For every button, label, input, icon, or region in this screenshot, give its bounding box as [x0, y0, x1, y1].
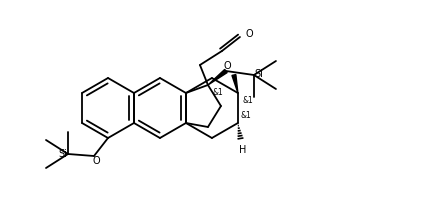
- Polygon shape: [232, 75, 238, 93]
- Text: O: O: [92, 156, 100, 166]
- Text: H: H: [239, 145, 247, 155]
- Text: &1: &1: [213, 88, 224, 97]
- Text: &1: &1: [243, 96, 253, 105]
- Text: Si: Si: [59, 149, 67, 159]
- Text: O: O: [223, 61, 231, 71]
- Text: O: O: [245, 29, 253, 39]
- Text: Si: Si: [254, 69, 263, 79]
- Text: &1: &1: [241, 111, 252, 120]
- Polygon shape: [208, 69, 227, 85]
